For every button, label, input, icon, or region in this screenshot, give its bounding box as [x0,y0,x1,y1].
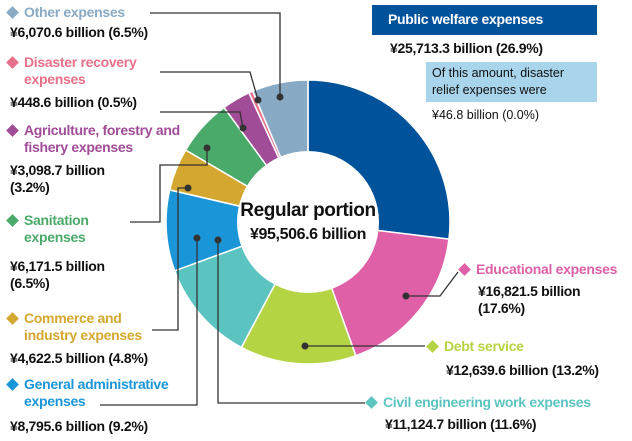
wedge [165,189,311,272]
donut-hole [237,151,379,293]
leader-dot [254,96,262,104]
leader-dot [239,124,247,132]
leader-line [130,148,208,223]
legend-label: Debt service [444,338,524,354]
leader-dot [193,234,201,242]
note: Of this amount, disaster relief expenses… [426,62,597,102]
leader-dot [214,236,222,244]
legend-label: Agriculture, forestry and fishery expens… [24,122,180,155]
value-label: ¥25,713.3 billion (26.9%) [390,40,543,56]
leader-line [160,111,244,129]
legend-label: Sanitation expenses [24,212,89,245]
leader-line [406,271,459,297]
value-label: ¥6,171.5 billion (6.5%) [10,258,105,291]
center-value: ¥95,506.6 billion [250,226,366,243]
value-label: ¥12,639.6 billion (13.2%) [446,362,599,378]
value-label: ¥3,098.7 billion (3.2%) [10,162,105,195]
value-label: ¥448.6 billion (0.5%) [10,94,137,110]
leader-line [150,12,281,97]
legend-label: Other expenses [24,4,125,20]
leader-dot [301,342,309,350]
value-label: ¥8,795.6 billion (9.2%) [10,418,148,434]
legend-label: Disaster recovery expenses [24,54,137,87]
leader-dot [184,184,192,192]
value-label: ¥4,622.5 billion (4.8%) [10,350,148,366]
leader-line [217,240,365,404]
legend-label: Educational expenses [476,261,618,277]
value-label: ¥6,070.6 billion (6.5%) [10,24,148,40]
legend-label: Commerce and industry expenses [24,310,142,343]
legend-label: Civil engineering work expenses [383,394,591,410]
leader-line [152,187,188,331]
note-value: ¥46.8 billion (0.0%) [432,108,540,122]
leader-line [160,71,259,101]
legend-label: Public welfare expenses [372,5,597,35]
leader-line [100,238,198,406]
leader-dot [203,144,211,152]
center-label: Regular portion [240,200,376,221]
value-label: ¥16,821.5 billion (17.6%) [478,283,581,316]
wedge [240,220,357,365]
value-label: ¥11,124.7 billion (11.6%) [385,416,537,432]
leader-dot [276,93,284,101]
leader-dot [402,292,410,300]
legend-label: General administrative expenses [24,376,169,409]
